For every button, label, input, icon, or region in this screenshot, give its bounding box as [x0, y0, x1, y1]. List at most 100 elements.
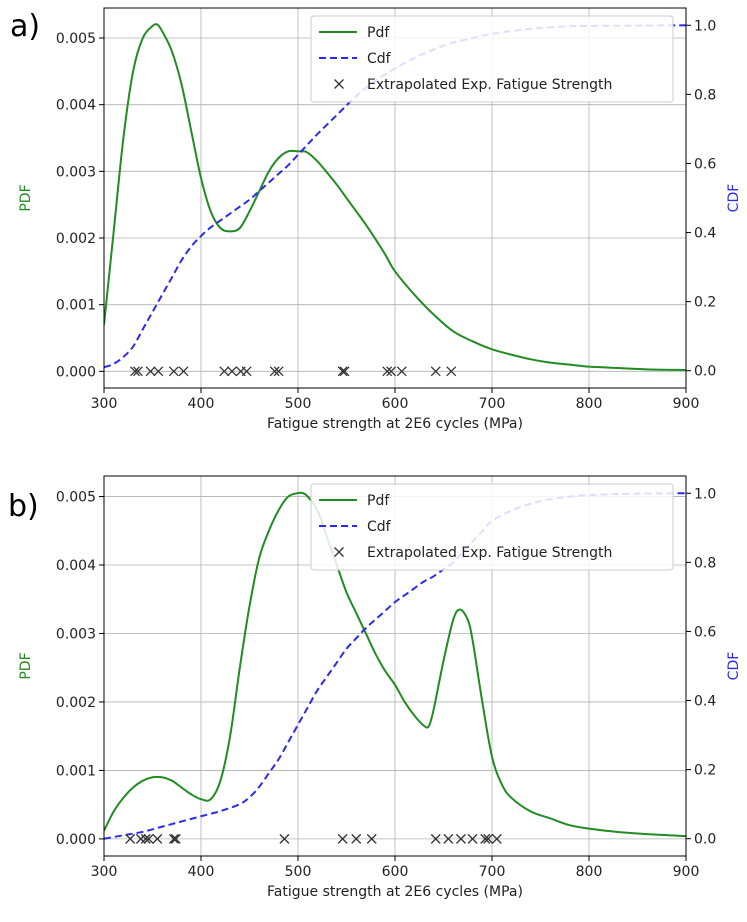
- panel-label-a: a): [10, 9, 40, 44]
- data-point: [227, 366, 237, 377]
- y-left-tick-label: 0.004: [56, 98, 96, 114]
- data-point: [366, 833, 377, 844]
- x-tick-label: 400: [188, 396, 215, 412]
- data-point: [143, 833, 154, 844]
- data-point: [125, 833, 136, 844]
- legend: Pdf Cdf Extrapolated Exp. Fatigue Strength: [310, 483, 674, 571]
- y-left-tick-label: 0.000: [56, 364, 96, 380]
- data-point: [480, 833, 491, 844]
- data-point: [219, 366, 230, 377]
- x-tick-label: 900: [673, 864, 700, 880]
- legend-marker-points: [334, 79, 344, 89]
- data-point: [443, 833, 454, 844]
- y-right-tick-label: 0.8: [694, 555, 716, 571]
- data-point: [351, 833, 362, 844]
- y-right-tick-label: 0.6: [694, 624, 716, 640]
- data-point: [153, 366, 164, 377]
- y-right-tick-label: 0.0: [694, 832, 716, 848]
- y-left-axis-label: PDF: [18, 184, 34, 211]
- y-left-tick-label: 0.001: [56, 763, 96, 779]
- y-right-tick-label: 0.8: [694, 87, 716, 103]
- data-point: [382, 366, 393, 377]
- x-tick-label: 500: [285, 864, 312, 880]
- data-point: [339, 366, 350, 377]
- legend-label: Extrapolated Exp. Fatigue Strength: [367, 545, 612, 561]
- panel-label-b: b): [8, 489, 39, 524]
- data-point: [178, 366, 189, 377]
- data-point: [396, 366, 407, 377]
- pdf-line: [104, 23, 686, 371]
- x-axis-label: Fatigue strength at 2E6 cycles (MPa): [267, 884, 523, 900]
- chart-panel-b: b) 300 400 500 600 700 800 900 0.000 0.001 0.002 0.…: [8, 475, 742, 900]
- y-right-tick-label: 0.2: [694, 763, 716, 779]
- y-right-tick-label: 1.0: [694, 18, 716, 34]
- x-tick-label: 600: [382, 396, 409, 412]
- legend-label: Extrapolated Exp. Fatigue Strength: [367, 77, 612, 93]
- y-right-axis-label: CDF: [726, 184, 742, 213]
- series-points: [130, 366, 457, 377]
- y-left-tick-label: 0.004: [56, 558, 96, 574]
- y-right-tick-label: 0.4: [694, 226, 716, 242]
- y-left-axis-label: PDF: [18, 652, 34, 679]
- data-point: [386, 366, 397, 377]
- x-tick-label: 800: [576, 864, 603, 880]
- data-point: [132, 366, 143, 377]
- data-point: [140, 833, 151, 844]
- y-left-tick-label: 0.002: [56, 695, 96, 711]
- legend-box: [310, 15, 674, 103]
- series-points: [125, 833, 502, 844]
- data-point: [446, 366, 457, 377]
- data-point: [273, 366, 284, 377]
- pdf-line: [104, 491, 686, 838]
- y-left-tick-label: 0.002: [56, 231, 96, 247]
- data-point: [168, 366, 179, 377]
- x-tick-label: 300: [91, 396, 118, 412]
- y-left-tick-label: 0.001: [56, 298, 96, 314]
- x-tick-label: 700: [479, 864, 506, 880]
- data-point: [467, 833, 478, 844]
- data-point: [168, 833, 179, 844]
- x-tick-label: 400: [188, 864, 215, 880]
- y-left-tick-label: 0.000: [56, 832, 96, 848]
- y-right-tick-label: 0.6: [694, 156, 716, 172]
- data-point: [279, 833, 290, 844]
- y-left-tick-label: 0.005: [56, 490, 96, 506]
- data-point: [491, 833, 502, 844]
- x-tick-label: 300: [91, 864, 118, 880]
- legend-label: Cdf: [367, 519, 392, 535]
- data-point: [130, 366, 140, 377]
- x-axis-label: Fatigue strength at 2E6 cycles (MPa): [267, 416, 523, 432]
- y-right-tick-label: 0.4: [694, 694, 716, 710]
- data-point: [456, 833, 466, 844]
- x-tick-label: 700: [479, 396, 506, 412]
- chart-panel-a: a) 300 400 500 600 700 800 900 0.000 0.001 0.002 0.…: [10, 7, 742, 432]
- legend: Pdf Cdf Extrapolated Exp. Fatigue Strength: [310, 15, 674, 103]
- legend-marker-points: [334, 547, 344, 557]
- x-tick-label: 900: [673, 396, 700, 412]
- data-point: [152, 833, 163, 844]
- y-right-axis-label: CDF: [726, 652, 742, 681]
- legend-box: [310, 483, 674, 571]
- x-tick-label: 800: [576, 396, 603, 412]
- y-left-tick-label: 0.005: [56, 31, 96, 47]
- data-point: [241, 366, 252, 377]
- data-point: [337, 366, 348, 377]
- legend-label: Pdf: [367, 493, 390, 509]
- y-left-tick-label: 0.003: [56, 164, 96, 180]
- data-point: [430, 366, 441, 377]
- y-right-tick-label: 0.0: [694, 364, 716, 380]
- y-right-tick-label: 0.2: [694, 295, 716, 311]
- data-point: [430, 833, 441, 844]
- x-tick-label: 600: [382, 864, 409, 880]
- data-point: [145, 366, 156, 377]
- data-point: [269, 366, 280, 377]
- legend-label: Cdf: [367, 51, 392, 67]
- x-tick-label: 500: [285, 396, 312, 412]
- y-right-tick-label: 1.0: [694, 486, 716, 502]
- legend-label: Pdf: [367, 25, 390, 41]
- data-point: [170, 833, 181, 844]
- data-point: [135, 833, 146, 844]
- data-point: [483, 833, 494, 844]
- data-point: [337, 833, 348, 844]
